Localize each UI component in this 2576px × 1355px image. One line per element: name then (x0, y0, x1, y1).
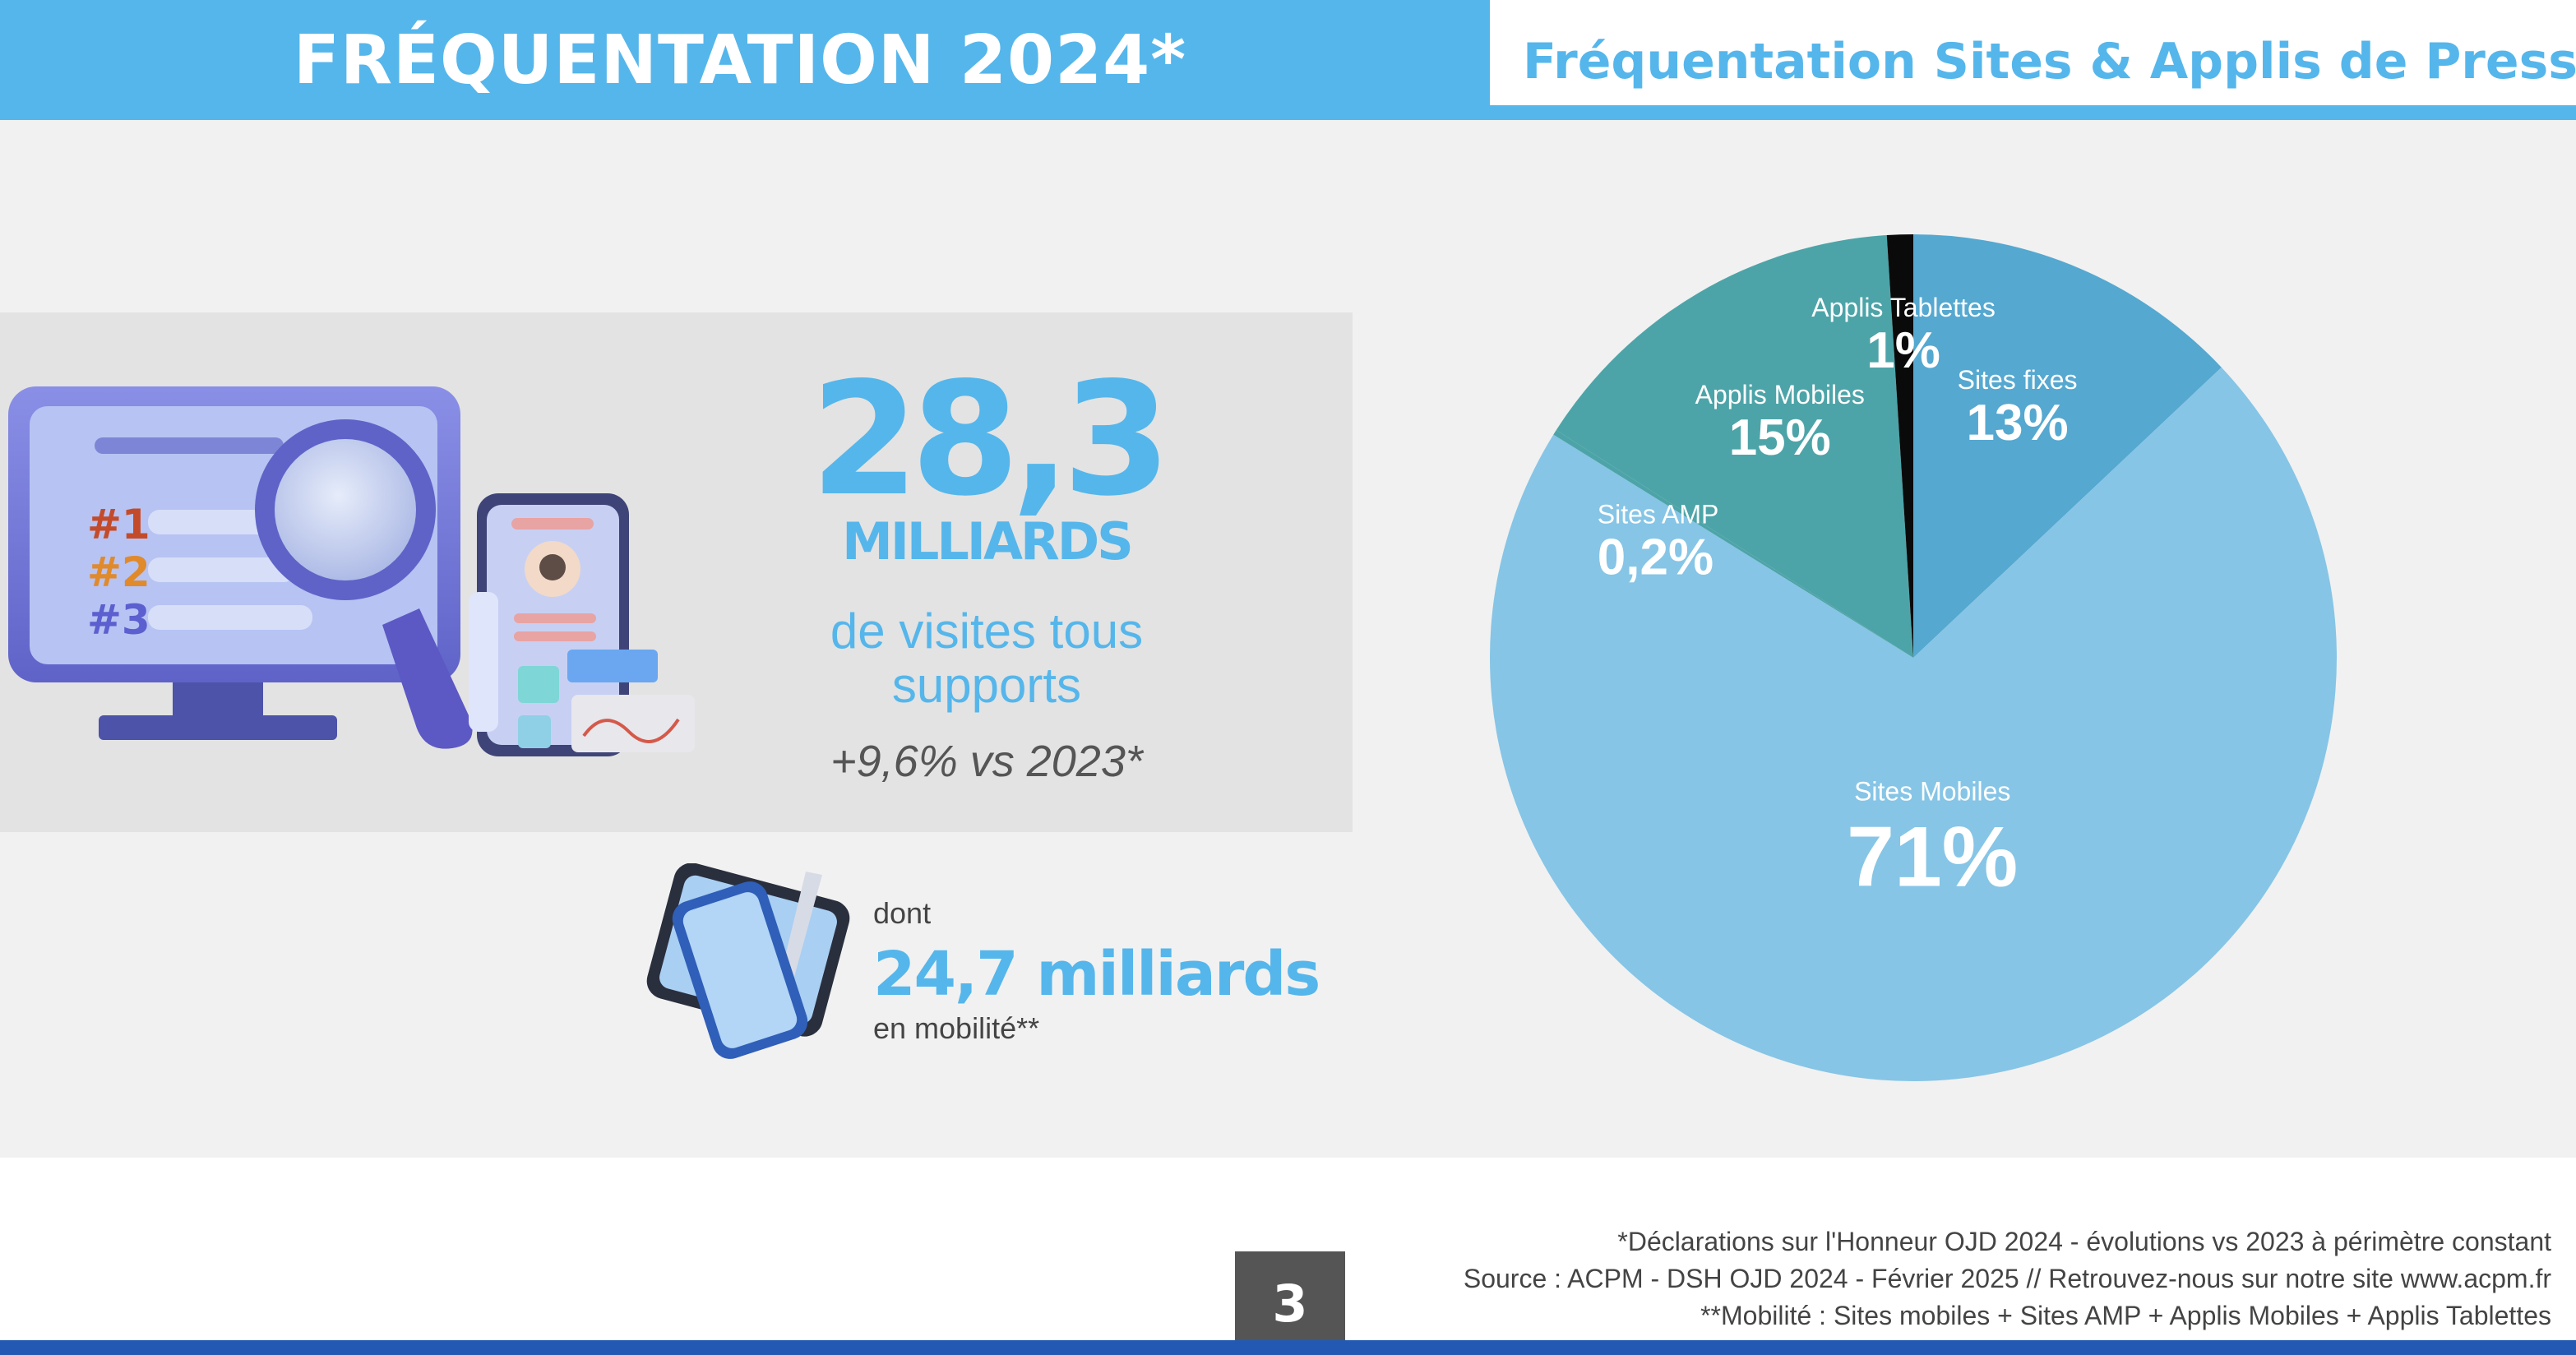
mobile-prefix: dont (873, 896, 932, 930)
mobile-suffix: en mobilité** (873, 1011, 1040, 1045)
visits-description-line-2: supports (891, 658, 1082, 713)
pie-slice-applis-tablettes (1886, 234, 1913, 658)
pie-label-value: 13% (1967, 395, 2069, 451)
total-visits-number: 28,3 (810, 349, 1172, 530)
pie-label-name: Applis Tablettes (1811, 293, 1996, 322)
pie-slice-sites-amp (1553, 430, 1913, 658)
pie-label-name: Sites AMP (1598, 499, 1719, 529)
bottom-bar (0, 1340, 2576, 1355)
total-visits-unit: MILLIARDS (842, 511, 1134, 571)
pie-label-value: 71% (1847, 809, 2018, 904)
pie-label-value: 15% (1729, 409, 1831, 466)
page-title: FRÉQUENTATION 2024* (293, 21, 1187, 99)
pie-slice-sites-fixes (1913, 234, 2222, 658)
footnote-declarations: *Déclarations sur l'Honneur OJD 2024 - é… (1617, 1227, 2551, 1256)
mobile-visits-value: 24,7 milliards (873, 939, 1320, 1010)
pie-slice-sites-mobiles (1490, 367, 2337, 1081)
pie-label-value: 1% (1866, 322, 1940, 379)
visits-description: de visites tous supports (789, 604, 1184, 713)
footnote-source: Source : ACPM - DSH OJD 2024 - Février 2… (1463, 1264, 2551, 1293)
page-number: 3 (1235, 1251, 1345, 1355)
header-banner (0, 0, 1490, 120)
footnote-mobility: **Mobilité : Sites mobiles + Sites AMP +… (1700, 1301, 2551, 1330)
rank-1-label: #1 (87, 501, 150, 548)
chart-title: Fréquentation Sites & Applis de Presse (1523, 33, 2576, 90)
desktop-search-illustration: #1 #2 #3 (8, 386, 695, 756)
rank-2-label: #2 (87, 548, 150, 596)
growth-vs-2023: +9,6% vs 2023* (830, 737, 1143, 786)
pie-label-name: Sites fixes (1958, 365, 2078, 395)
mobile-devices-illustration (646, 863, 850, 1059)
header-underline (1490, 105, 2576, 120)
pie-label-value: 0,2% (1598, 529, 1713, 585)
pie-label-name: Applis Mobiles (1695, 380, 1865, 409)
rank-3-label: #3 (87, 596, 150, 644)
pie-slice-applis-mobiles (1556, 235, 1913, 658)
footnotes: *Déclarations sur l'Honneur OJD 2024 - é… (1464, 1223, 2551, 1334)
visits-description-line-1: de visites tous (830, 604, 1144, 659)
pie-label-name: Sites Mobiles (1854, 776, 2010, 806)
